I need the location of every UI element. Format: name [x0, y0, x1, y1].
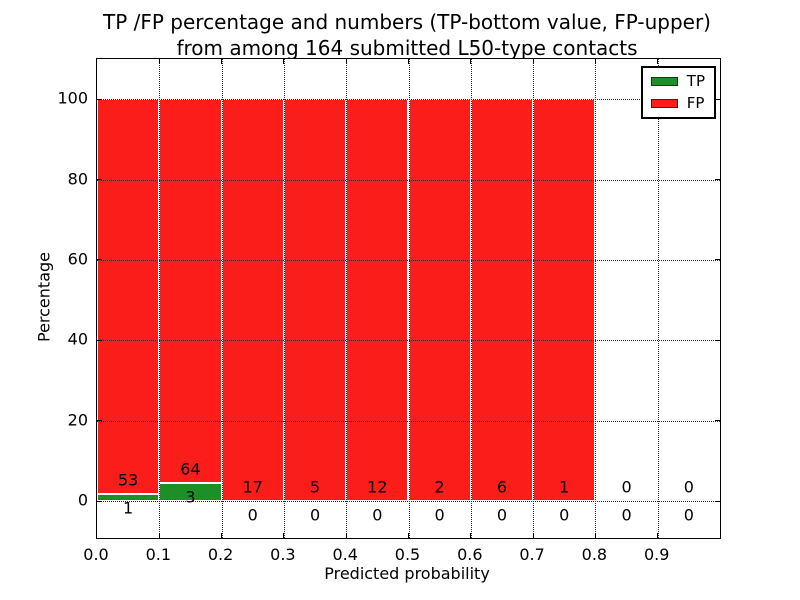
y-tick-mark — [97, 98, 102, 100]
v-gridline — [221, 59, 223, 538]
y-tick-mark-right — [715, 500, 720, 502]
y-axis-title: Percentage — [34, 251, 54, 343]
x-tick-label: 0.6 — [457, 545, 483, 564]
y-tick-mark — [97, 259, 102, 261]
x-tick-label: 0.3 — [270, 545, 296, 564]
legend-label: FP — [686, 94, 705, 112]
x-tick-label: 0.7 — [519, 545, 545, 564]
fp-count-label: 5 — [309, 477, 321, 497]
x-tick-mark — [594, 533, 596, 538]
fp-bar-segment — [283, 99, 347, 502]
legend-row: FP — [650, 94, 705, 112]
tp-count-label: 0 — [621, 505, 632, 525]
tp-count-label: 0 — [247, 505, 258, 525]
tp-count-label: 0 — [372, 505, 383, 525]
y-tick-mark — [97, 339, 102, 341]
fp-count-label: 0 — [621, 477, 632, 497]
plot-area: TP FP 53 1 64 3 17 0 5 0 12 0 2 0 6 0 1 0 0 0 0 0 — [96, 58, 721, 539]
x-axis-title: Predicted probability — [324, 564, 490, 583]
tp-count-label: 0 — [683, 505, 694, 525]
chart-title-line1: TP /FP percentage and numbers (TP-bottom… — [103, 10, 711, 34]
fp-bar-segment — [159, 99, 222, 484]
fp-count-label: 53 — [117, 470, 139, 490]
fp-bar-segment — [221, 99, 284, 502]
y-tick-mark — [97, 179, 102, 181]
fp-count-label: 12 — [367, 477, 388, 497]
fp-bar-segment — [408, 99, 471, 502]
tp-count-label: 0 — [434, 505, 445, 525]
x-tick-mark-top — [408, 59, 409, 64]
x-tick-label: 0.8 — [581, 545, 608, 564]
x-tick-mark — [657, 533, 659, 538]
y-tick-label: 80 — [67, 169, 88, 189]
v-gridline — [657, 59, 659, 538]
x-tick-mark — [283, 533, 285, 538]
fp-bar-segment — [533, 99, 596, 502]
tp-count-label: 3 — [185, 487, 196, 507]
y-tick-mark-right — [715, 339, 720, 341]
fp-bar-segment — [346, 99, 409, 502]
x-tick-label: 0.0 — [83, 545, 109, 564]
tp-legend-swatch — [650, 77, 678, 86]
fp-legend-swatch — [650, 99, 678, 108]
fp-bar-segment — [470, 99, 534, 502]
v-gridline — [408, 59, 410, 538]
v-gridline — [159, 59, 161, 538]
x-tick-mark — [221, 533, 223, 538]
x-tick-label: 0.2 — [207, 545, 234, 564]
y-tick-mark — [97, 420, 102, 422]
chart-title-line2: from among 164 submitted L50-type contac… — [176, 36, 638, 61]
fp-bar-segment — [97, 99, 160, 494]
x-tick-mark — [158, 533, 160, 538]
x-tick-mark-top — [221, 59, 223, 64]
x-tick-mark — [532, 533, 534, 538]
x-tick-mark — [470, 533, 472, 538]
x-tick-label: 0.4 — [332, 545, 358, 564]
legend-label: TP — [686, 72, 705, 90]
x-tick-mark-top — [657, 59, 659, 64]
tp-count-label: 1 — [123, 498, 134, 518]
y-tick-mark-right — [715, 98, 720, 100]
x-tick-mark-top — [594, 59, 596, 64]
tp-count-label: 0 — [559, 505, 570, 525]
x-tick-mark — [345, 533, 347, 538]
tp-count-label: 0 — [309, 505, 321, 525]
y-tick-label: 0 — [77, 490, 88, 510]
y-tick-mark-right — [715, 259, 720, 261]
y-tick-label: 60 — [67, 249, 88, 269]
v-gridline — [533, 59, 535, 538]
x-tick-mark-top — [158, 59, 160, 64]
y-tick-mark-right — [715, 420, 720, 422]
x-tick-mark-top — [345, 59, 347, 64]
x-tick-mark — [408, 533, 409, 538]
y-tick-label: 100 — [57, 88, 88, 108]
fp-count-label: 2 — [434, 477, 445, 497]
fp-count-label: 0 — [683, 477, 694, 497]
tp-count-label: 0 — [496, 505, 508, 525]
v-gridline — [595, 59, 597, 538]
legend-row: TP — [650, 72, 705, 90]
fp-count-label: 64 — [180, 459, 201, 479]
y-tick-label: 40 — [67, 329, 88, 349]
x-tick-label: 0.5 — [394, 545, 421, 564]
x-tick-mark-top — [532, 59, 534, 64]
fp-count-label: 1 — [559, 477, 570, 497]
x-tick-label: 0.9 — [643, 545, 670, 564]
x-tick-mark-top — [470, 59, 472, 64]
fp-count-label: 6 — [496, 477, 508, 497]
tp-bar-segment — [97, 493, 160, 502]
y-tick-mark-right — [715, 179, 720, 181]
x-tick-mark-top — [283, 59, 285, 64]
fp-count-label: 17 — [242, 477, 263, 497]
v-gridline — [283, 59, 285, 538]
legend: TP FP — [640, 66, 716, 119]
y-tick-mark — [97, 500, 102, 502]
v-gridline — [346, 59, 348, 538]
chart-title: TP /FP percentage and numbers (TP-bottom… — [103, 9, 711, 62]
y-tick-label: 20 — [67, 410, 88, 430]
x-tick-label: 0.1 — [145, 545, 172, 564]
v-gridline — [470, 59, 472, 538]
